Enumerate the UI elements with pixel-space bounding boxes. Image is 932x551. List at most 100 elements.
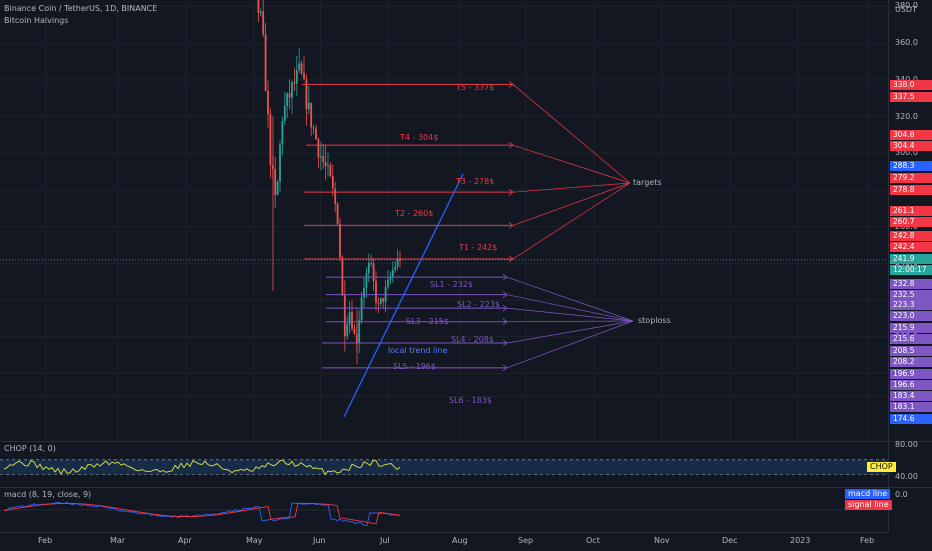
candle-body [262,11,265,35]
stop-arrow-line [506,320,634,344]
target-arrow-line [512,84,631,184]
local-trend-line [343,173,464,418]
chop-canvas[interactable] [0,442,888,486]
price-tick: 360.0 [895,38,918,48]
price-tick: 380.0 [895,1,918,11]
target-arrow-head [508,188,514,196]
candle-body [336,203,339,224]
candle-body [387,279,389,288]
candle-body [372,263,375,281]
candle-body [305,79,308,110]
price-badge: 242.4 [890,242,932,252]
macd-legend[interactable]: macd (8, 19, close, 9) [4,490,92,499]
candle-body [358,320,361,344]
time-tick: Dec [722,536,738,545]
target-arrow-head [508,81,514,88]
time-tick: Aug [452,536,468,545]
price-badge: 215.9 [890,323,932,333]
candle-body [363,287,365,298]
candle-body [331,175,334,189]
candle-body [281,120,284,145]
macd-line [3,501,401,526]
candle-body [389,276,392,280]
price-tick: 340.0 [895,75,918,84]
overlay-legend[interactable]: Bitcoin Halvings [4,16,69,25]
candle-body [334,188,337,204]
price-axis[interactable]: USDT 400.0380.0360.0340.0320.0300.0280.0… [845,0,932,532]
price-badge: 215.6 [890,334,932,344]
target-arrow-line [512,182,631,193]
time-tick: Jul [380,536,390,545]
candle-body [322,156,325,162]
candle-body [365,273,368,288]
candle-body [315,128,317,139]
symbol-legend[interactable]: Binance Coin / TetherUS, 1D, BINANCE [4,4,158,13]
price-badge: 260.7 [890,217,932,227]
candle-body [360,297,363,321]
trendline-label: local trend line [388,346,448,355]
signal-line-badge: signal line [845,500,892,510]
candle-body [391,270,394,277]
candle-body [264,34,267,92]
stop-arrow-head [502,318,508,326]
price-chart-canvas[interactable] [0,0,888,440]
candle-body [274,168,277,195]
chop-indicator-pane[interactable]: CHOP (14, 0) [0,442,888,486]
stop-arrow-head [502,291,508,298]
stop-arrow-line [506,294,634,322]
chop-badge: CHOP [867,462,896,472]
price-badge: 304.8 [890,130,932,140]
candle-body [267,91,269,115]
price-badge: 196.9 [890,369,932,379]
price-badge: 208.5 [890,346,932,356]
candlesticks [257,0,401,365]
stop-arrow-head [502,364,508,372]
candle-body [298,63,301,70]
chop-legend[interactable]: CHOP (14, 0) [4,444,56,453]
time-axis[interactable]: Feb Mar Apr May Jun Jul Aug Sep Oct Nov Dec 2023 Feb [0,532,888,551]
candle-body [276,181,279,195]
candle-body [310,102,313,128]
macd-axis-tick: 0.0 [895,490,908,499]
candle-body [353,328,356,335]
stoploss-label: stoploss [638,316,671,325]
target-arrow-head [508,222,514,229]
candle-body [293,82,296,84]
candle-body [348,311,351,325]
chop-band [0,459,888,475]
target-label: T5 - 337$ [456,83,495,92]
currency-label: USDT [895,5,917,14]
candle-body [295,69,298,84]
time-tick: May [246,536,263,545]
time-tick: Feb [860,536,875,545]
price-badge: 279.2 [890,173,932,183]
candle-body [307,102,310,110]
price-badge: 232.5 [890,290,932,300]
candle-body [396,258,399,267]
target-label: T4 - 304$ [400,133,439,142]
stop-label: SL3 - 215$ [406,317,449,326]
time-tick: Oct [586,536,600,545]
candle-body [341,257,344,296]
candle-body [399,258,401,262]
chop-axis-tick: 80.00 [895,440,918,449]
candle-body [312,127,315,129]
candle-body [367,262,370,274]
candle-body [286,93,289,106]
macd-indicator-pane[interactable]: macd (8, 19, close, 9) [0,488,888,532]
price-badge: 12:00:17 [890,265,932,275]
candle-body [303,73,305,80]
price-badge: 183.1 [890,402,932,412]
price-chart-pane[interactable]: Binance Coin / TetherUS, 1D, BINANCE Bit… [0,0,888,440]
stop-label: SL2 - 223$ [457,300,500,309]
candle-body [370,262,373,264]
target-label: T3 - 278$ [456,177,495,186]
chop-line [3,459,401,476]
price-badge: 278.8 [890,185,932,195]
target-label: T2 - 260$ [395,209,434,218]
time-tick: Nov [654,536,670,545]
candle-body [375,280,377,303]
candle-body [339,223,341,258]
macd-canvas[interactable] [0,488,888,532]
candle-body [300,63,303,74]
